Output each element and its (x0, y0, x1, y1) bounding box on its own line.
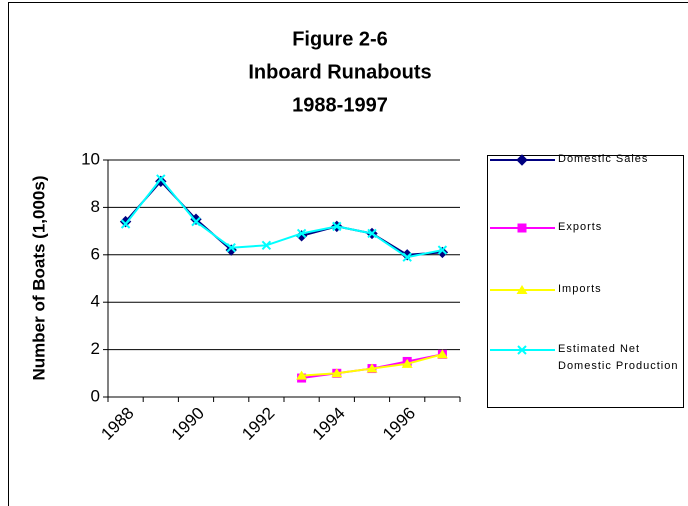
triangle-marker (436, 349, 448, 359)
legend-label: Imports (558, 283, 602, 295)
diamond-marker (516, 154, 528, 166)
legend-label: Domestic Sales (558, 153, 649, 165)
x-marker (261, 240, 272, 251)
x-marker (296, 228, 307, 239)
y-tick-label: 10 (81, 149, 100, 168)
y-tick-label: 6 (91, 244, 100, 263)
legend-box (487, 155, 684, 408)
x-marker (332, 221, 342, 232)
y-tick-label: 2 (91, 339, 100, 358)
x-marker (517, 345, 527, 355)
y-tick-label: 0 (91, 386, 100, 405)
legend-label: Estimated Net Domestic Production (558, 343, 679, 372)
x-marker (226, 242, 236, 253)
x-marker (367, 228, 377, 239)
x-tick-label: 1994 (309, 404, 349, 444)
series-line (124, 177, 443, 259)
y-axis-label: Number of Boats (1,000s) (29, 176, 48, 381)
x-marker (156, 174, 166, 184)
triangle-marker (516, 285, 528, 294)
chart-subtitle: Inboard Runabouts (248, 61, 431, 83)
y-tick-label: 8 (91, 197, 100, 216)
chart-border (8, 2, 688, 506)
triangle-marker (401, 358, 413, 368)
legend-label: Exports (558, 221, 603, 233)
square-marker (517, 223, 527, 233)
x-tick-label: 1992 (238, 404, 278, 444)
chart-subtitle: 1988-1997 (292, 94, 388, 116)
diamond-marker (155, 175, 167, 188)
x-marker (402, 252, 412, 262)
y-tick-label: 4 (91, 292, 100, 311)
x-marker (437, 245, 448, 255)
x-tick-label: 1990 (168, 404, 208, 444)
triangle-marker (331, 368, 343, 378)
x-tick-label: 1988 (97, 404, 137, 444)
triangle-marker (366, 363, 378, 373)
x-tick-label: 1996 (379, 404, 419, 444)
x-marker (120, 219, 131, 229)
chart-title: Figure 2-6 (292, 28, 388, 50)
x-marker (191, 216, 201, 227)
triangle-marker (296, 370, 308, 380)
